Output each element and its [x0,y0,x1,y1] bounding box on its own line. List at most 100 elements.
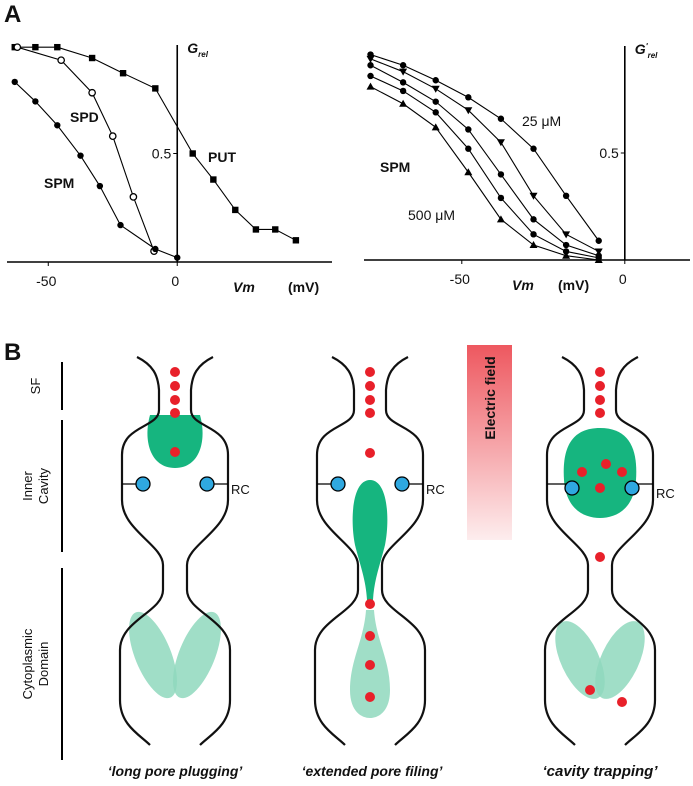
marker [594,256,603,263]
marker [432,77,439,84]
caption: ‘long pore plugging’ [108,763,244,779]
channel: RC [543,355,675,747]
marker [13,43,22,52]
cavity-label: Cavity [36,467,51,504]
marker [399,68,408,76]
x-label: Vm [512,277,534,293]
marker [129,193,138,201]
marker [119,70,127,77]
marker [366,82,375,90]
series-line [370,86,599,261]
marker [108,132,117,140]
marker [497,115,505,122]
marker [431,85,440,93]
y-label-main: G [187,40,198,56]
x-label: Vm [233,279,255,295]
y-tick-label: 0.5 [599,145,619,161]
marker [465,145,472,152]
marker [152,85,159,92]
marker [432,98,439,105]
marker [152,245,159,253]
rc-label: RC [231,482,250,497]
annotation: SPM [380,159,410,175]
y-label: G'rel [635,41,658,60]
domain-label: Domain [36,642,51,687]
channel: RC [313,355,445,747]
marker [88,88,96,97]
series-line [14,81,178,259]
cavity-label: Inner [20,471,35,501]
caption: ‘cavity trapping’ [542,763,658,780]
series-line [370,64,599,257]
marker [54,43,61,51]
x-label-unit: (mV) [558,277,589,293]
sf-label: SF [28,378,43,395]
marker [292,237,300,244]
marker [399,79,407,86]
marker [562,251,571,259]
marker [174,254,181,261]
y-label-sub: rel [648,51,659,60]
marker [54,122,61,129]
x-tick-label: -50 [36,273,56,289]
x-tick-label: 0 [171,273,179,289]
marker [594,248,603,256]
rc-label: RC [426,482,445,497]
field-label: Electric field [482,356,498,439]
annotation: 500 μM [408,207,455,223]
marker [272,226,279,233]
marker [96,182,104,190]
y-label: Grel [187,40,208,59]
marker [464,168,473,176]
marker [366,55,375,63]
marker [399,87,407,95]
marker [496,139,505,147]
marker [530,145,537,152]
annotation: 25 μM [522,113,561,129]
marker [530,216,537,223]
y-label-sup: ' [646,42,649,51]
marker [464,107,473,115]
x-tick-label: -50 [450,271,470,287]
marker [252,226,260,233]
marker [57,56,66,65]
marker [232,206,239,214]
y-label-sub: rel [198,50,209,59]
marker [497,171,505,178]
field-gradient [467,345,512,540]
domain-label: Cytoplasmic [20,628,35,699]
series-line [370,75,599,259]
series-label: SPM [44,175,74,191]
x-label-unit: (mV) [288,279,319,295]
marker [529,192,538,200]
marker [189,150,196,157]
marker [562,248,570,255]
panel-label: B [4,339,21,366]
series-label: SPD [70,109,99,125]
marker [399,62,407,69]
marker [367,72,374,80]
marker [529,241,538,249]
marker [32,43,39,51]
marker [562,192,570,199]
marker [431,123,440,131]
series-line [17,46,155,252]
marker [595,237,602,244]
marker [88,54,96,62]
x-tick-label: 0 [619,271,627,287]
marker [32,98,39,105]
series-line [370,58,599,252]
marker [210,176,217,183]
marker [530,231,537,238]
marker [367,62,374,69]
channel: RC [118,355,250,747]
y-tick-label: 0.5 [152,146,172,162]
marker [496,215,505,223]
series-label: PUT [208,149,236,165]
series-line [370,54,600,242]
marker [117,221,124,229]
marker [562,241,570,249]
series-line [14,46,297,241]
marker [465,94,472,101]
